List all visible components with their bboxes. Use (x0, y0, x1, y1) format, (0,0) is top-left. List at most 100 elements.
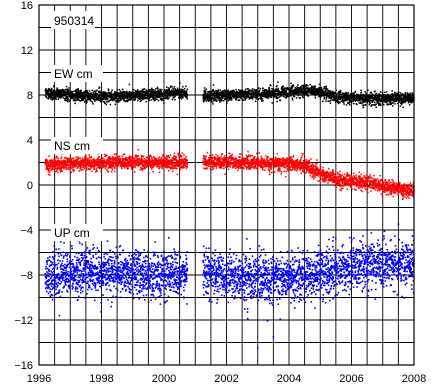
data-point-ns (96, 159, 98, 161)
data-point-ns (116, 162, 118, 164)
data-point-ew (185, 90, 188, 93)
data-point-ew (148, 94, 150, 96)
data-point-ew (349, 101, 352, 103)
data-point-ns (57, 159, 60, 162)
data-point-ew (155, 87, 157, 90)
data-point-ew (329, 100, 331, 102)
data-point-ew (134, 95, 137, 98)
data-point-ew (144, 96, 146, 99)
data-point-ns (128, 163, 130, 166)
data-point-ns (136, 156, 138, 159)
data-point-ew (406, 92, 409, 94)
data-point-ns (90, 159, 93, 161)
data-point-ns (94, 161, 96, 163)
data-point-ew (396, 96, 398, 98)
data-point-ns (122, 165, 125, 167)
data-point-ew (167, 98, 169, 100)
data-point-ew (259, 87, 262, 90)
data-point-ns (144, 165, 146, 167)
data-point-ew (203, 97, 205, 99)
data-point-ns (132, 166, 135, 169)
data-point-ew (303, 83, 306, 86)
data-point-ew (70, 96, 73, 98)
data-point-ew (179, 82, 181, 84)
data-point-ns (137, 154, 139, 157)
data-point-ew (375, 103, 377, 105)
data-point-ew (123, 96, 125, 99)
data-point-ns (77, 163, 80, 166)
data-point-ew (407, 98, 410, 101)
data-point-ew (66, 88, 68, 90)
data-point-ew (72, 99, 75, 102)
data-point-ew (347, 94, 349, 96)
data-point-ew (217, 91, 220, 93)
data-point-ns (91, 163, 94, 166)
data-point-ew (234, 95, 236, 97)
data-point-ns (59, 163, 61, 165)
data-point-ew (225, 92, 228, 94)
data-point-ew (307, 95, 310, 97)
data-point-ew (229, 95, 232, 98)
data-point-ew (161, 89, 163, 91)
data-point-ew (129, 99, 132, 101)
data-point-ns (76, 160, 79, 162)
data-point-ew (143, 90, 145, 93)
data-point-ew (295, 97, 298, 99)
data-point-ns (147, 163, 149, 166)
data-point-ew (248, 92, 251, 94)
data-point-ew (399, 92, 402, 94)
data-point-ew (100, 95, 103, 97)
data-point-ew (141, 92, 143, 94)
data-point-ew (94, 100, 96, 102)
data-point-ew (178, 93, 181, 95)
data-point-ew (343, 98, 346, 101)
data-point-ns (94, 159, 97, 162)
data-point-ew (285, 97, 287, 99)
data-point-ew (294, 91, 297, 93)
data-point-ns (161, 166, 164, 169)
data-point-ew (160, 97, 163, 100)
data-point-ew (84, 95, 87, 98)
data-point-ew (182, 89, 185, 91)
data-point-ew (327, 100, 329, 102)
data-point-ew (412, 99, 414, 101)
data-point-ew (221, 90, 224, 93)
data-point-ew (165, 89, 167, 91)
data-point-ew (375, 106, 377, 108)
data-point-ns (122, 159, 124, 161)
data-point-ew (56, 95, 58, 98)
data-point-ew (60, 94, 62, 96)
data-point-ew (255, 95, 258, 97)
data-point-ns (91, 165, 93, 167)
data-point-ns (166, 167, 169, 169)
data-point-ew (268, 88, 271, 90)
data-point-ns (171, 160, 174, 162)
data-point-ew (98, 96, 101, 98)
data-point-ew (402, 95, 405, 97)
data-point-ns (158, 167, 160, 170)
data-point-ew (113, 99, 116, 101)
data-point-ns (82, 163, 85, 165)
data-point-ew (224, 95, 227, 97)
data-point-ew (327, 89, 330, 92)
data-point-ew (83, 96, 86, 98)
data-point-ew (124, 95, 127, 98)
data-point-ew (75, 99, 78, 101)
data-point-ew (215, 98, 217, 101)
data-point-ew (159, 93, 162, 95)
data-point-ew (89, 98, 92, 100)
data-point-ns (114, 167, 116, 169)
data-point-ns (144, 167, 146, 169)
data-point-ew (335, 95, 338, 98)
data-point-ew (133, 96, 136, 99)
data-point-ew (362, 96, 365, 98)
data-point-ew (129, 96, 131, 98)
data-point-ew (180, 98, 183, 100)
data-point-ns (117, 164, 119, 167)
data-point-ew (292, 85, 294, 87)
data-point-ns (84, 160, 87, 162)
data-point-ew (319, 97, 322, 99)
data-point-ew (337, 101, 339, 103)
data-point-ns (136, 164, 138, 166)
data-point-ew (292, 84, 294, 86)
